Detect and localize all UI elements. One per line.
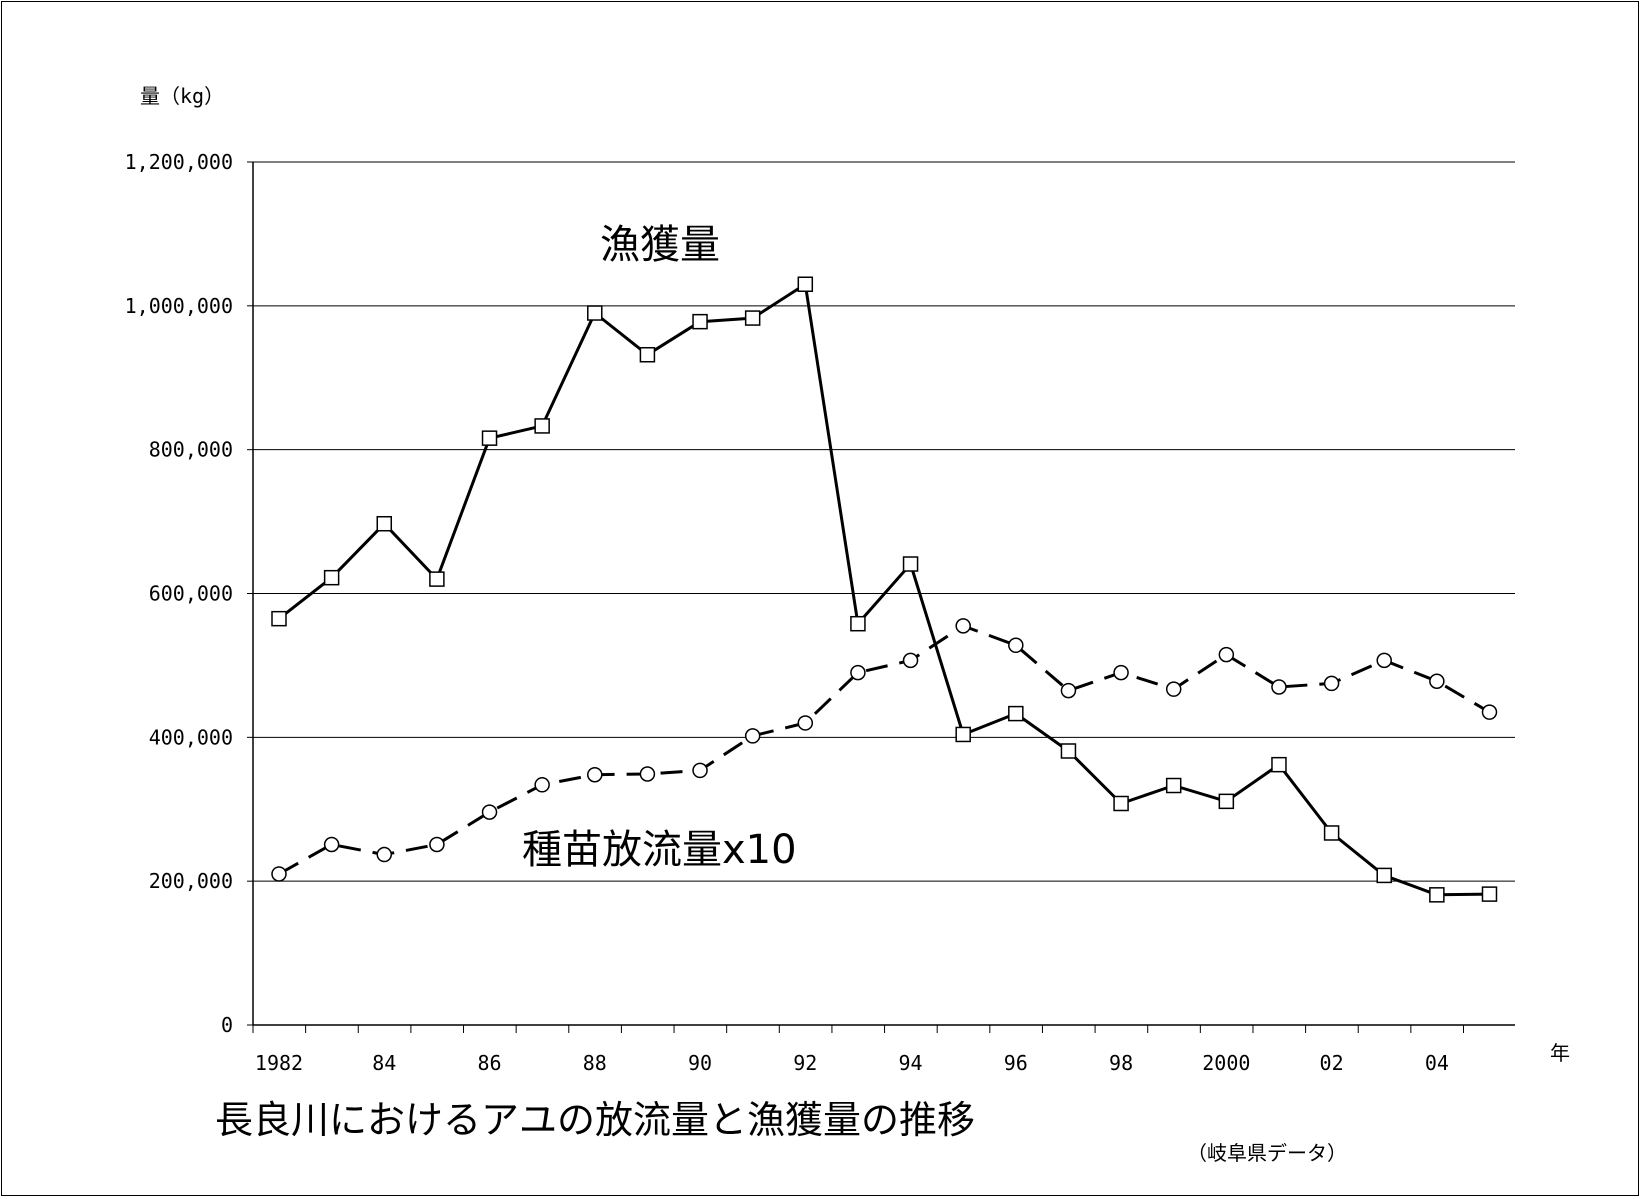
- y-tick-label: 400,000: [149, 725, 233, 749]
- data-point: [797, 276, 814, 293]
- data-point: [902, 556, 919, 572]
- x-tick-label: 90: [688, 1051, 712, 1075]
- x-tick-label: 02: [1320, 1051, 1344, 1075]
- axes: 0 200,000 400,000 600,000 800,000 1,000,000 1,…: [125, 150, 1515, 1075]
- data-point: [1008, 705, 1024, 722]
- data-point: [1429, 673, 1445, 689]
- data-point: [1323, 825, 1340, 841]
- data-point: [850, 664, 866, 681]
- data-point: [323, 836, 340, 853]
- x-tick-label: 04: [1425, 1051, 1449, 1075]
- data-point: [376, 515, 393, 532]
- data-point: [902, 652, 919, 669]
- data-point: [1060, 743, 1077, 759]
- x-tick-label: 94: [899, 1051, 923, 1075]
- y-tick-label: 600,000: [149, 582, 233, 606]
- x-tick-label: 86: [477, 1051, 501, 1075]
- y-tick-label: 1,200,000: [125, 150, 233, 174]
- x-tick-label: 1982: [255, 1051, 303, 1075]
- data-point: [744, 728, 761, 744]
- data-point: [271, 610, 287, 627]
- data-point: [744, 310, 761, 326]
- x-tick-label: 84: [372, 1051, 396, 1075]
- data-point: [534, 777, 550, 793]
- data-point: [271, 866, 287, 882]
- data-point: [639, 766, 656, 782]
- x-tick-label: 96: [1004, 1051, 1028, 1075]
- data-point: [955, 618, 971, 634]
- data-point: [1060, 682, 1077, 699]
- data-point: [639, 346, 656, 363]
- data-point: [1271, 756, 1287, 773]
- data-point: [429, 571, 445, 587]
- series-label-release: 種苗放流量x10: [522, 827, 797, 873]
- data-point: [1113, 664, 1129, 681]
- series-release: [271, 618, 1498, 882]
- data-point: [1323, 675, 1340, 692]
- data-point: [587, 766, 603, 783]
- series: [271, 276, 1498, 903]
- data-point: [1376, 867, 1392, 884]
- data-point: [1481, 704, 1498, 720]
- chart-title: 長良川におけるアユの放流量と漁獲量の推移: [215, 1098, 975, 1142]
- data-point: [850, 615, 866, 632]
- data-point: [587, 305, 603, 321]
- data-point: [534, 418, 550, 434]
- x-tick-label: 88: [583, 1051, 607, 1075]
- x-axis-label: 年: [1550, 1041, 1570, 1065]
- gridlines: [253, 161, 1515, 882]
- y-tick-label: 800,000: [149, 438, 233, 462]
- data-point: [1165, 681, 1182, 697]
- y-tick-label: 200,000: [149, 869, 233, 893]
- data-point: [481, 430, 498, 446]
- data-point: [1271, 679, 1287, 695]
- data-source: （岐阜県データ）: [1187, 1141, 1347, 1165]
- x-tick-label: 2000: [1202, 1051, 1250, 1075]
- x-tick-label: 98: [1109, 1051, 1133, 1075]
- data-point: [1218, 646, 1235, 663]
- data-point: [797, 715, 814, 731]
- series-line: [278, 624, 1491, 876]
- data-point: [481, 804, 498, 820]
- x-tick-label: 92: [793, 1051, 817, 1075]
- data-point: [692, 762, 708, 779]
- data-point: [1218, 793, 1235, 810]
- data-point: [376, 846, 393, 863]
- data-point: [1165, 777, 1182, 794]
- data-point: [429, 836, 445, 853]
- data-point: [1429, 887, 1445, 903]
- series-catch: [271, 276, 1498, 903]
- y-axis-label: 量（kg）: [140, 84, 224, 108]
- data-point: [955, 726, 971, 743]
- data-point: [1376, 652, 1392, 669]
- data-point: [1008, 637, 1024, 654]
- series-label-catch: 漁獲量: [600, 222, 720, 268]
- data-point: [1113, 795, 1129, 812]
- data-point: [692, 313, 708, 330]
- data-point: [323, 569, 340, 586]
- y-tick-label: 1,000,000: [125, 294, 233, 318]
- y-tick-label: 0: [221, 1013, 233, 1037]
- series-line: [278, 282, 1490, 897]
- data-point: [1481, 886, 1498, 902]
